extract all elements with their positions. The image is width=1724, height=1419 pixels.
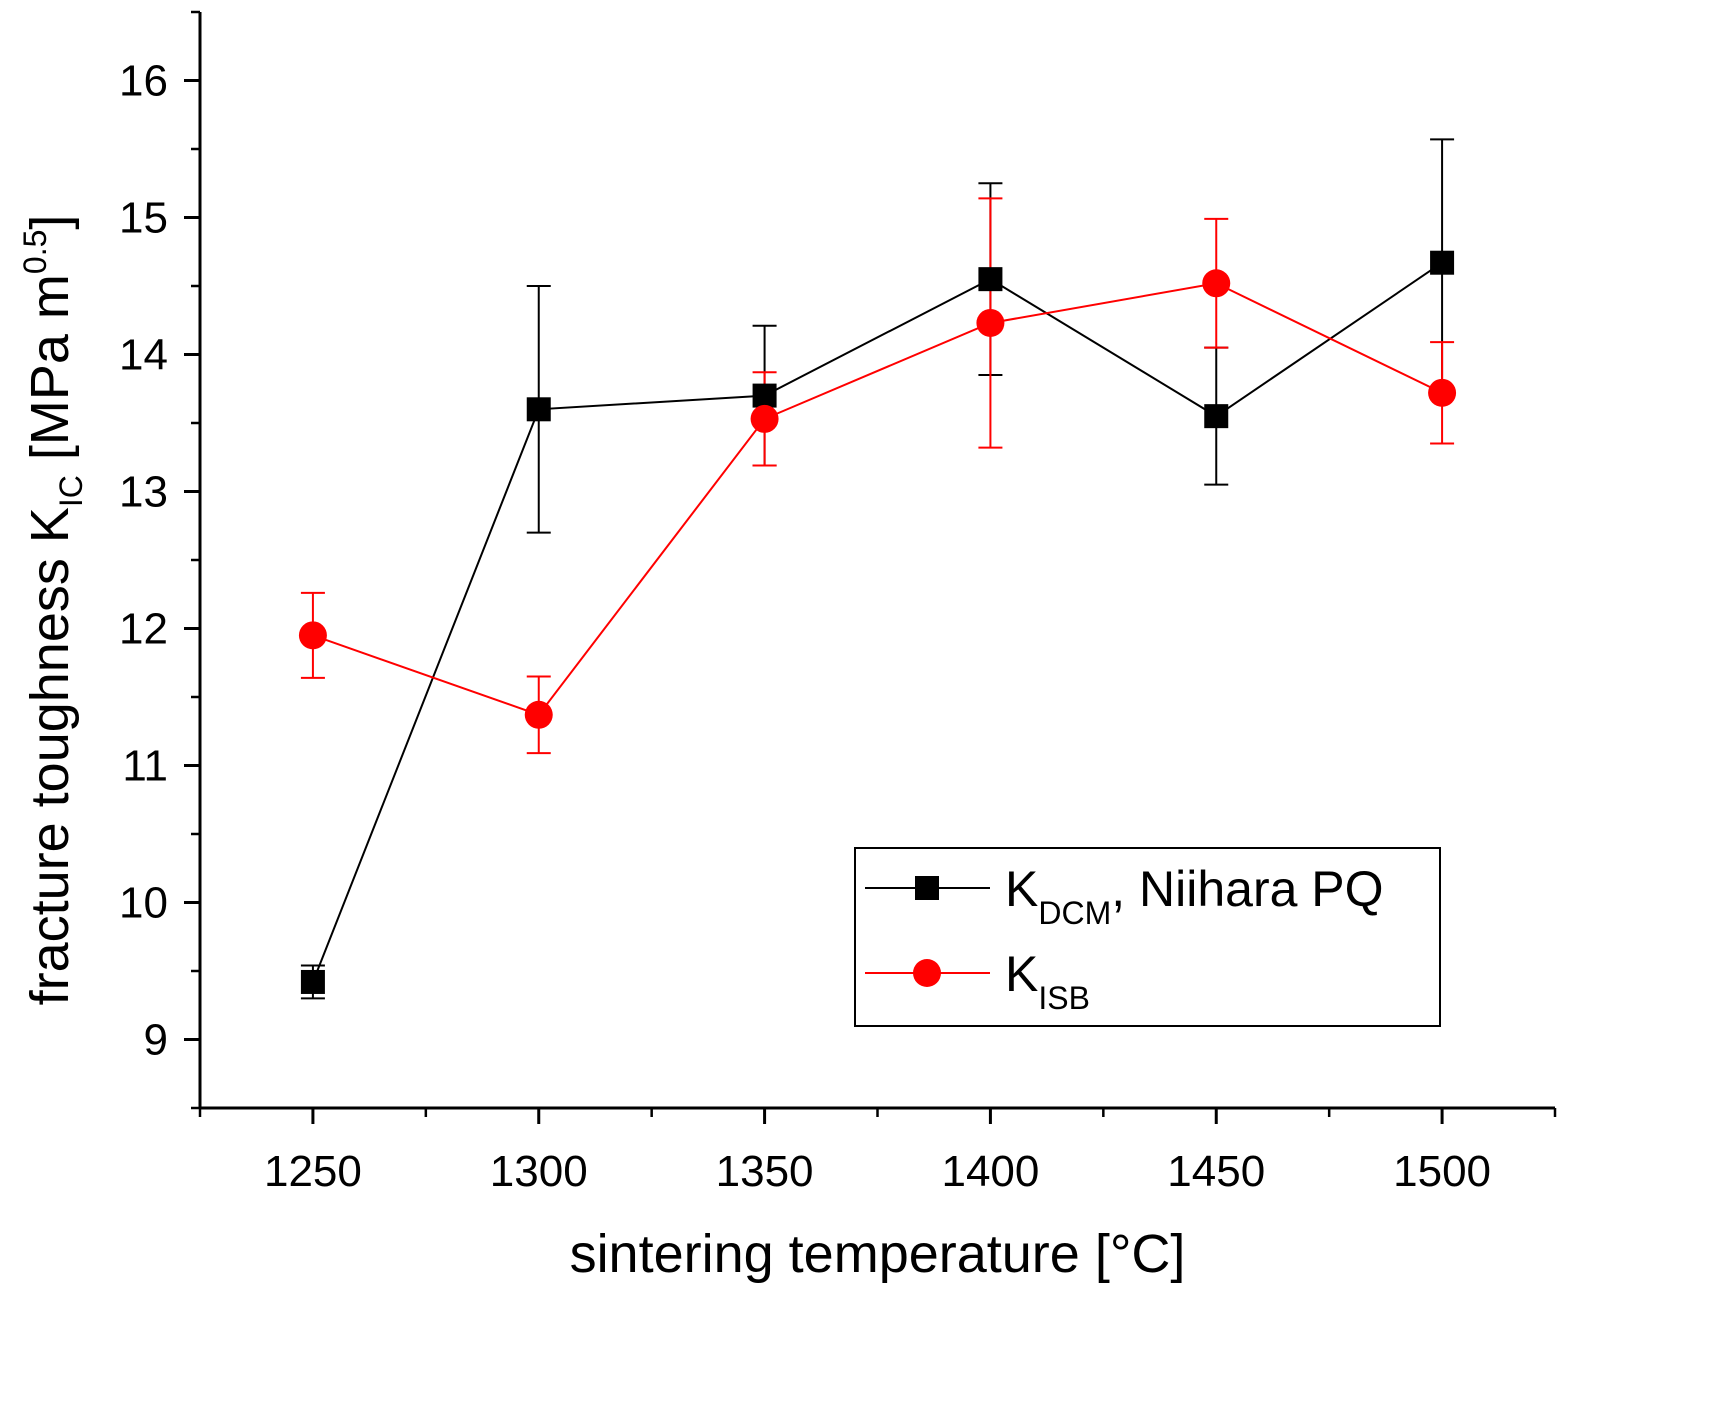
y-axis-title-unit: [MPa m — [20, 274, 80, 475]
x-tick-label: 1250 — [264, 1147, 362, 1196]
y-tick-label: 13 — [119, 468, 168, 517]
series-lines — [311, 261, 1443, 983]
y-axis-title-sup: 0.5 — [17, 230, 53, 274]
y-tick-label: 16 — [119, 57, 168, 106]
y-axis-title: fracture toughness KIC [MPa m0.5] — [17, 215, 89, 1006]
y-tick-label: 10 — [119, 879, 168, 928]
data-point-dcm — [1430, 250, 1455, 275]
y-axis-title-main: fracture toughness K — [20, 507, 80, 1005]
x-tick-label: 1500 — [1393, 1147, 1491, 1196]
legend-marker-isb — [913, 959, 941, 987]
y-tick-label: 11 — [122, 742, 168, 791]
series-line-isb — [312, 282, 1443, 716]
legend-marker-dcm — [915, 876, 939, 900]
legend-label-dcm: KDCM, Niihara PQ — [1005, 861, 1384, 931]
y-tick-label: 14 — [119, 331, 168, 380]
axes: 1250 1300 1350 1400 1450 1500 9 10 11 12 13 14 15 16 — [119, 10, 1557, 1196]
x-tick-label: 1350 — [716, 1147, 814, 1196]
y-tick-label: 9 — [144, 1016, 168, 1065]
legend-label-isb: KISB — [1005, 946, 1090, 1016]
data-point-dcm — [978, 267, 1003, 292]
data-point-isb — [1428, 378, 1457, 407]
data-point-dcm — [752, 383, 777, 408]
x-tick-label: 1400 — [941, 1147, 1039, 1196]
legend: KDCM, Niihara PQ KISB — [854, 847, 1441, 1027]
data-point-isb — [524, 700, 553, 729]
x-axis-title: sintering temperature [°C] — [570, 1224, 1186, 1284]
y-axis-title-close: ] — [20, 215, 80, 230]
data-point-isb — [750, 404, 779, 433]
data-point-isb — [298, 621, 327, 650]
data-point-isb — [1202, 269, 1231, 298]
data-point-dcm — [526, 397, 551, 422]
x-tick-label: 1450 — [1167, 1147, 1265, 1196]
data-point-dcm — [300, 969, 325, 994]
series-markers — [298, 250, 1457, 994]
x-tick-label: 1300 — [490, 1147, 588, 1196]
y-tick-label: 12 — [119, 605, 168, 654]
series-line-dcm — [311, 261, 1443, 983]
data-point-dcm — [1204, 404, 1229, 429]
y-tick-label: 15 — [119, 194, 168, 243]
legend-box — [854, 847, 1441, 1027]
data-point-isb — [976, 308, 1005, 337]
y-axis-title-sub: IC — [53, 475, 89, 507]
